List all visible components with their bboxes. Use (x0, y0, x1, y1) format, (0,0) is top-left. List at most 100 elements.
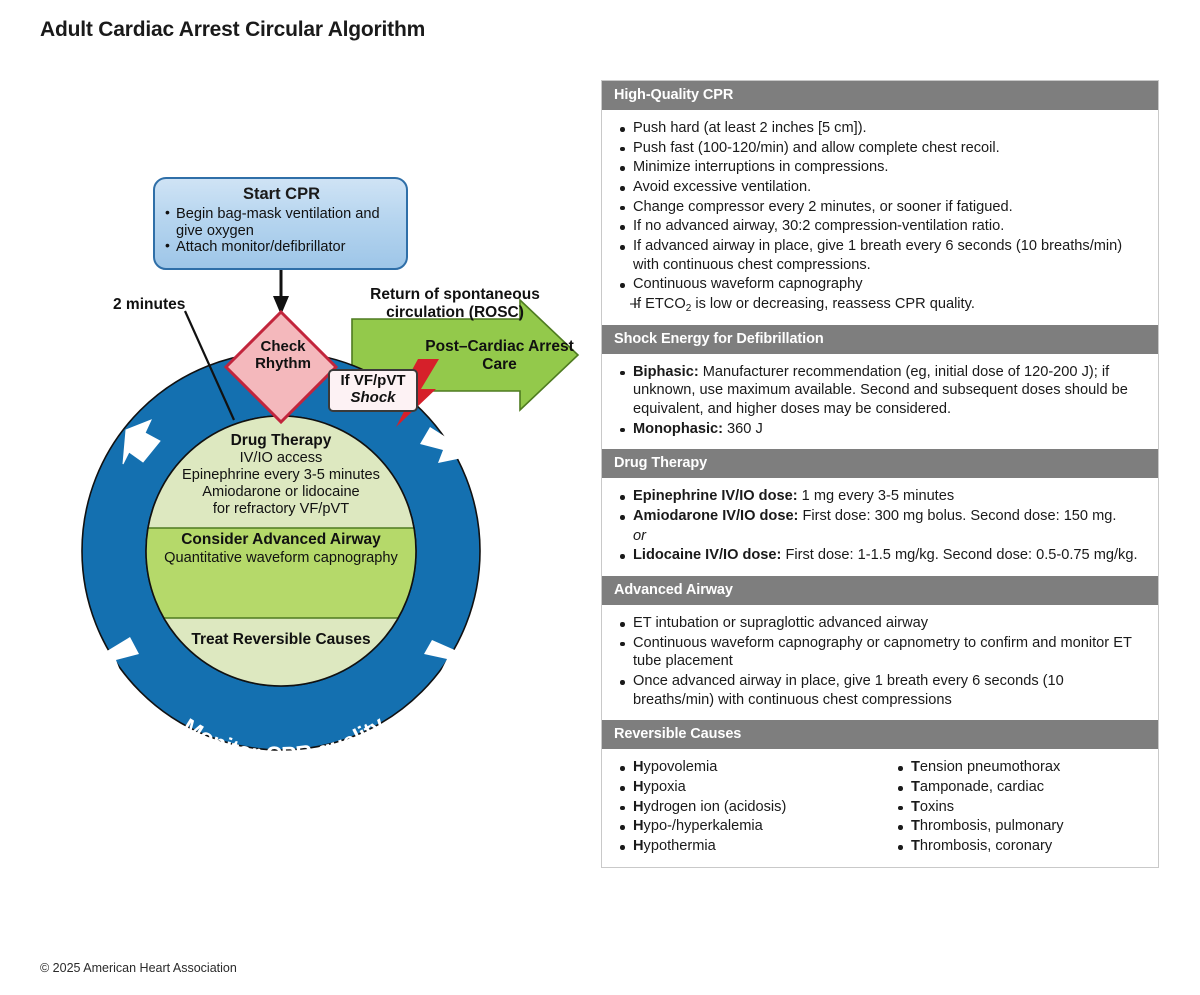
list-item: Amiodarone IV/IO dose: First dose: 300 m… (616, 507, 1144, 526)
shock-box-line1: If VF/pVT (340, 372, 406, 389)
list-item: Continuous waveform capnography or capno… (616, 634, 1144, 671)
list-item: Epinephrine IV/IO dose: 1 mg every 3-5 m… (616, 487, 1144, 506)
monophasic-label: Monophasic: (633, 420, 723, 437)
two-minutes-label: 2 minutes (113, 296, 186, 313)
check-rhythm-line2: Rhythm (255, 354, 311, 372)
inner-band-advanced-airway: Consider Advanced Airway Quantitative wa… (152, 531, 410, 567)
list-item: Thrombosis, coronary (894, 837, 1158, 856)
list-item: If no advanced airway, 30:2 compression-… (616, 217, 1144, 236)
cause-initial: H (633, 779, 644, 796)
lidocaine-text: First dose: 1-1.5 mg/kg. Second dose: 0.… (781, 547, 1138, 564)
band-heading: Treat Reversible Causes (191, 631, 371, 648)
cause-initial: T (911, 798, 920, 815)
list-item: Push fast (100-120/min) and allow comple… (616, 139, 1144, 158)
band-line: IV/IO access (239, 449, 323, 466)
list-item: Change compressor every 2 minutes, or so… (616, 198, 1144, 217)
epinephrine-label: Epinephrine IV/IO dose: (633, 488, 798, 505)
band-line: Epinephrine every 3-5 minutes (182, 466, 380, 483)
cause-initial: T (911, 779, 920, 796)
list-item: Tension pneumothorax (894, 758, 1158, 777)
circular-algorithm-diagram: Continuous CPR Continuous CPR Monitor CP… (0, 0, 600, 995)
cause-initial: H (633, 838, 644, 855)
page-title: Adult Cardiac Arrest Circular Algorithm (40, 18, 426, 41)
check-rhythm-diamond (223, 309, 339, 425)
list-item: Minimize interruptions in compressions. (616, 158, 1144, 177)
copyright-notice: © 2025 American Heart Association (40, 961, 237, 975)
list-item: Lidocaine IV/IO dose: First dose: 1-1.5 … (616, 546, 1144, 565)
shock-box-line2: Shock (350, 388, 396, 406)
list-item: Push hard (at least 2 inches [5 cm]). (616, 119, 1144, 138)
section-header-advanced-airway: Advanced Airway (602, 576, 1158, 606)
list-item: Hypo-/hyperkalemia (616, 817, 880, 836)
list-sub-item: – If ETCO2 is low or decreasing, reassess… (630, 296, 975, 315)
list-item: If advanced airway in place, give 1 brea… (616, 237, 1144, 274)
or-separator: or (616, 527, 1144, 546)
amiodarone-text: First dose: 300 mg bolus. Second dose: 1… (798, 508, 1117, 525)
epinephrine-text: 1 mg every 3-5 minutes (797, 488, 955, 505)
section-header-shock-energy: Shock Energy for Defibrillation (602, 324, 1158, 354)
section-body-advanced-airway: ET intubation or supraglottic advanced a… (602, 605, 1158, 721)
cause-initial: H (633, 759, 644, 776)
monophasic-text: 360 J (723, 420, 763, 437)
amiodarone-label: Amiodarone IV/IO dose: (633, 508, 799, 525)
list-item: Hypoxia (616, 778, 880, 797)
section-header-reversible-causes: Reversible Causes (602, 720, 1158, 750)
list-item: Biphasic: Manufacturer recommendation (e… (616, 363, 1144, 419)
inner-band-drug-therapy: Drug Therapy IV/IO access Epinephrine ev… (152, 432, 410, 518)
list-item: ET intubation or supraglottic advanced a… (616, 614, 1144, 633)
list-item: Continuous waveform capnography (616, 275, 1144, 294)
cause-initial: H (633, 818, 644, 835)
section-body-high-quality-cpr: Push hard (at least 2 inches [5 cm]). Pu… (602, 110, 1158, 325)
list-item: Tamponade, cardiac (894, 778, 1158, 797)
cause-initial: T (911, 818, 920, 835)
shock-box[interactable]: If VF/pVT Shock (328, 369, 418, 412)
list-item: Hypothermia (616, 837, 880, 856)
ring-arrow-bottom-left (92, 637, 139, 673)
list-item: Thrombosis, pulmonary (894, 817, 1158, 836)
dash-marker: – (630, 296, 639, 313)
section-header-high-quality-cpr: High-Quality CPR (602, 81, 1158, 110)
band-line: for refractory VF/pVT (212, 500, 350, 517)
ring-arrow-bottom-right (424, 638, 470, 671)
list-item: Hypovolemia (616, 758, 880, 777)
check-rhythm-label: Check Rhythm (238, 338, 328, 372)
list-item: Hydrogen ion (acidosis) (616, 798, 880, 817)
cause-initial: T (911, 838, 920, 855)
lidocaine-label: Lidocaine IV/IO dose: (633, 547, 782, 564)
band-heading: Drug Therapy (230, 432, 332, 449)
start-cpr-bullet: Attach monitor/defibrillator (165, 238, 398, 256)
biphasic-label: Biphasic: (633, 363, 699, 380)
band-line: Amiodarone or lidocaine (202, 483, 360, 500)
biphasic-text: Manufacturer recommendation (eg, initial… (633, 363, 1128, 418)
reversible-causes-right-column: Tension pneumothorax Tamponade, cardiac To… (880, 758, 1158, 856)
band-heading: Consider Advanced Airway (181, 531, 381, 548)
two-minutes-leader-line (183, 310, 236, 421)
list-item: Avoid excessive ventilation. (616, 178, 1144, 197)
ring-arrow-top-right (420, 427, 467, 463)
band-line: Quantitative waveform capnography (164, 549, 398, 566)
post-cardiac-arrest-care-label: Post–Cardiac Arrest Care (425, 338, 574, 373)
ring-arrow-top-left (122, 419, 161, 465)
section-body-drug-therapy: Epinephrine IV/IO dose: 1 mg every 3-5 m… (602, 478, 1158, 577)
section-header-drug-therapy: Drug Therapy (602, 449, 1158, 479)
section-body-reversible-causes: Hypovolemia Hypoxia Hydrogen ion (acidosis… (602, 749, 1158, 867)
etco2-subscript: 2 (685, 303, 692, 315)
rosc-label: Return of spontaneous circulation (ROSC) (370, 286, 540, 321)
cause-initial: T (911, 759, 920, 776)
reference-panel: High-Quality CPR Push hard (at least 2 i… (601, 80, 1159, 868)
start-cpr-bullet: Begin bag-mask ventilation and give oxyg… (165, 205, 398, 239)
list-item: Once advanced airway in place, give 1 br… (616, 672, 1144, 709)
list-item: Toxins (894, 798, 1158, 817)
section-body-shock-energy: Biphasic: Manufacturer recommendation (e… (602, 353, 1158, 450)
cause-initial: H (633, 798, 644, 815)
or-text: or (633, 527, 646, 544)
reversible-causes-left-column: Hypovolemia Hypoxia Hydrogen ion (acidosis… (616, 758, 880, 856)
reversible-causes-columns: Hypovolemia Hypoxia Hydrogen ion (acidosis… (616, 758, 1144, 856)
start-cpr-box[interactable]: Start CPR Begin bag-mask ventilation and… (153, 177, 408, 270)
inner-band-reversible-causes: Treat Reversible Causes (152, 631, 410, 649)
start-to-rhythm-arrow (273, 270, 289, 315)
check-rhythm-line1: Check (260, 338, 306, 355)
algorithm-svg: Continuous CPR Continuous CPR Monitor CP… (81, 270, 580, 751)
start-cpr-title: Start CPR (242, 185, 320, 203)
list-item: Monophasic: 360 J (616, 420, 1144, 439)
